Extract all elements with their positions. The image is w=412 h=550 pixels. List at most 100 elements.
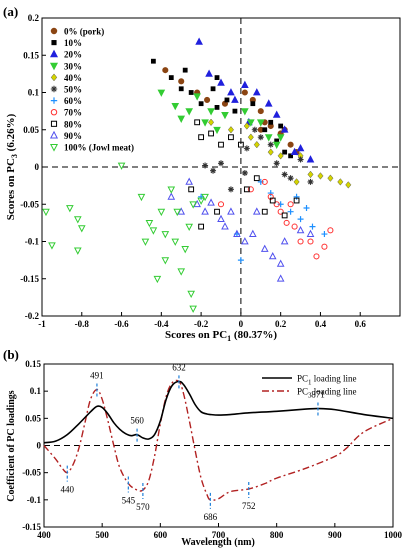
peak-label: 491: [90, 371, 104, 381]
legend-label: 0% (pork): [64, 27, 104, 37]
legend-marker: [50, 97, 58, 104]
scatter-point: [161, 231, 170, 239]
scatter-point: [260, 244, 269, 252]
scatter-point: [287, 175, 294, 182]
loadings-panel: (b) 400 500 600 700 800 900 1000 0.15 0.1 0.05 0 -0…: [3, 347, 403, 548]
loadings-y-tick-label: 0.1: [30, 386, 42, 396]
scatter-point: [201, 119, 209, 127]
scatter-point: [287, 141, 294, 148]
scatter-point: [161, 257, 170, 265]
scatter-point: [280, 237, 289, 245]
scatter-point: [178, 78, 185, 85]
scatter-point: [185, 177, 194, 185]
scatter-point: [313, 253, 320, 260]
scatter-legend: 0% (pork)10% 20%30% 40% 50%60% 70%80% 90% 100%…: [49, 27, 134, 153]
scatter-point: [204, 96, 211, 103]
scatter-point: [345, 181, 352, 189]
scatter-point: [257, 108, 264, 115]
loadings-x-tick-label: 1000: [384, 530, 403, 540]
scatter-point: [208, 118, 215, 126]
legend-label: 10%: [64, 38, 82, 48]
scatter-point: [218, 141, 224, 148]
peak-label: 545: [122, 496, 136, 506]
scatter-y-tick-label: 0.1: [28, 88, 40, 98]
scatter-point: [261, 178, 268, 185]
scatter-point: [227, 88, 235, 96]
scatter-point: [167, 192, 176, 200]
scatter-point: [167, 186, 176, 194]
scatter-point: [276, 134, 285, 142]
scatter-point: [189, 305, 197, 313]
scatter-x-tick-label: -1: [38, 319, 46, 329]
scatter-point: [217, 78, 225, 86]
scatter-point: [162, 67, 169, 74]
scatter-point: [252, 207, 261, 215]
scatter-point: [171, 103, 180, 111]
peak-label: 752: [242, 501, 256, 511]
legend-marker: [50, 120, 58, 127]
scatter-point: [149, 227, 158, 235]
scatter-point: [257, 178, 264, 185]
scatter-point: [247, 133, 254, 141]
scatter-point: [309, 223, 316, 230]
scatter-point: [73, 247, 82, 255]
legend-marker: [50, 85, 58, 93]
scatter-x-tick-label: -0.4: [154, 319, 169, 329]
scatter-y-tick-label: -0.15: [20, 274, 39, 284]
scatter-point: [171, 238, 180, 246]
legend-label: 40%: [64, 73, 82, 83]
scatter-point: [205, 69, 213, 77]
scatter-point: [117, 162, 126, 170]
scatter-point: [296, 144, 305, 152]
legend-label: 100% (Jowl meat): [64, 143, 134, 153]
pc3-loading-line: [43, 379, 394, 501]
scatter-panel: (a) -1 -0.8 -0.6 -0.4 -0.2 0 0.2 0.4 0.60.20.150…: [3, 4, 401, 343]
scatter-point: [198, 101, 204, 107]
scatter-point: [185, 223, 194, 231]
scatter-x-tick-label: 0: [239, 319, 244, 329]
legend-label: 30%: [64, 61, 82, 71]
loadings-lines: [43, 379, 394, 501]
loadings-x-tick-label: 900: [328, 530, 342, 540]
scatter-point: [272, 141, 281, 150]
scatter-point: [241, 108, 249, 116]
panel-a-label: (a): [3, 4, 18, 19]
scatter-point: [278, 123, 284, 129]
scatter-y-tick-label: 0.05: [23, 125, 39, 135]
scatter-y-tick-label: -0.1: [25, 237, 40, 247]
pc1-loading-line: [43, 380, 394, 444]
scatter-point: [153, 275, 162, 284]
legend-marker: [51, 40, 57, 46]
loadings-y-tick-label: 0: [37, 441, 42, 451]
peak-label: 570: [136, 502, 150, 512]
scatter-point: [185, 108, 194, 116]
scatter-point: [73, 216, 82, 224]
scatter-y-tick-label: -0.05: [20, 199, 39, 209]
legend-marker: [50, 108, 58, 116]
scatter-point: [217, 214, 225, 223]
peak-label: 632: [172, 362, 186, 372]
legend-label: PC1 loading line: [297, 374, 357, 387]
scatter-point: [269, 197, 276, 204]
scatter-point: [287, 208, 294, 215]
scatter-point: [243, 122, 250, 130]
scatter-point: [264, 99, 273, 107]
legend-marker: [50, 27, 58, 35]
legend-label: PC3 loading line: [297, 387, 357, 400]
scatter-point: [178, 86, 184, 92]
scatter-point: [77, 225, 86, 233]
scatter-point: [241, 89, 248, 96]
loadings-y-tick-label: -0.1: [27, 495, 42, 505]
legend-label: 20%: [64, 50, 82, 60]
legend-marker: [49, 49, 59, 58]
scatter-point: [321, 231, 328, 238]
scatter-y-axis-label: Scores on PC3 (6.26%): [5, 113, 19, 220]
scatter-point: [231, 95, 239, 103]
legend-label: 80%: [64, 119, 82, 129]
scatter-point: [280, 125, 289, 133]
scatter-point: [150, 58, 156, 64]
scatter-point: [327, 227, 334, 234]
scatter-point: [297, 156, 304, 163]
scatter-point: [202, 162, 209, 169]
